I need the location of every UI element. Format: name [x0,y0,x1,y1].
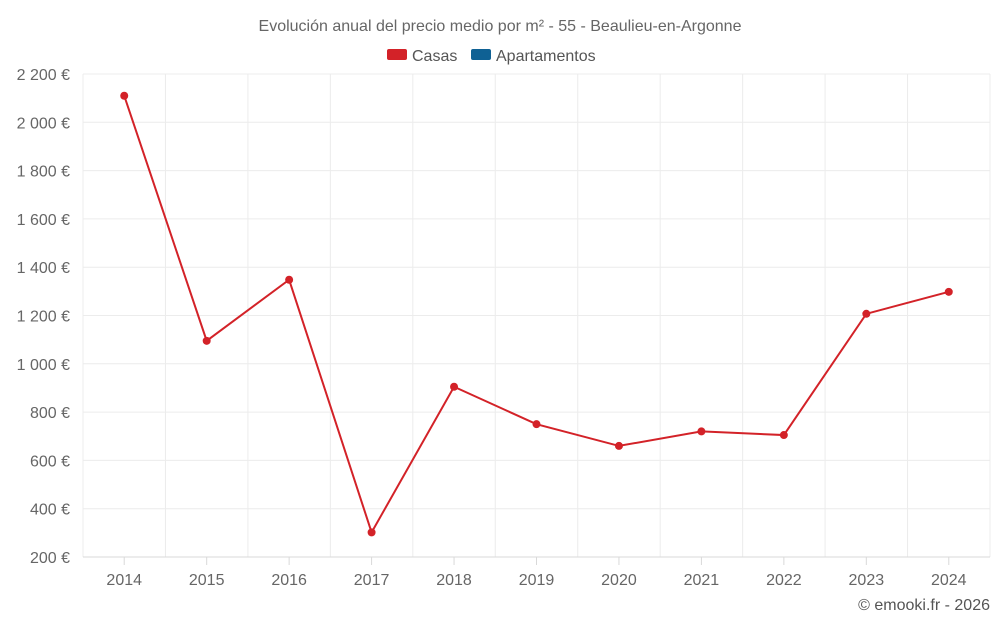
legend-label-apartamentos: Apartamentos [496,48,596,65]
y-tick-label: 1 600 € [17,212,70,229]
x-tick-label: 2020 [601,572,637,589]
y-tick-label: 1 200 € [17,309,70,326]
data-point-casas-2018[interactable] [450,382,459,391]
x-tick-label: 2023 [849,572,885,589]
data-point-casas-2014[interactable] [120,91,129,100]
x-tick-label: 2016 [271,572,307,589]
y-tick-label: 1 000 € [17,357,70,374]
x-tick-label: 2014 [106,572,142,589]
data-point-casas-2015[interactable] [202,336,211,345]
legend-item-casas[interactable]: Casas [387,48,457,65]
y-tick-label: 400 € [30,502,70,519]
data-point-casas-2022[interactable] [779,431,788,440]
x-tick-label: 2019 [519,572,555,589]
x-tick-label: 2022 [766,572,802,589]
y-tick-label: 1 400 € [17,260,70,277]
x-axis: 2014 2015 2016 2017 2018 2019 2020 2021 2022 2023… [83,556,990,589]
data-point-casas-2020[interactable] [614,441,623,450]
y-tick-label: 200 € [30,550,70,567]
data-point-casas-2019[interactable] [532,420,541,429]
x-tick-label: 2018 [436,572,472,589]
chart-title: Evolución anual del precio medio por m² … [259,18,742,35]
legend-item-apartamentos[interactable]: Apartamentos [471,48,596,65]
data-point-casas-2016[interactable] [285,275,294,284]
data-point-casas-2021[interactable] [697,427,706,436]
legend-swatch-apartamentos [471,49,491,60]
y-tick-label: 600 € [30,453,70,470]
y-axis: 200 € 400 € 600 € 800 € 1 000 € 1 200 € 1 400 … [17,67,70,567]
data-point-casas-2023[interactable] [862,309,871,318]
legend-label-casas: Casas [412,48,457,65]
data-point-casas-2024[interactable] [944,287,953,296]
y-tick-label: 1 800 € [17,164,70,181]
legend: Casas Apartamentos [387,48,596,65]
x-tick-label: 2024 [931,572,967,589]
y-tick-label: 2 000 € [17,115,70,132]
y-tick-label: 800 € [30,405,70,422]
legend-swatch-casas [387,49,407,60]
x-tick-label: 2021 [684,572,720,589]
x-tick-label: 2015 [189,572,225,589]
series-layer [120,91,953,537]
data-point-casas-2017[interactable] [367,528,376,537]
x-tick-label: 2017 [354,572,390,589]
grid [82,73,991,557]
y-tick-label: 2 200 € [17,67,70,84]
chart-credit: © emooki.fr - 2026 [858,597,990,614]
